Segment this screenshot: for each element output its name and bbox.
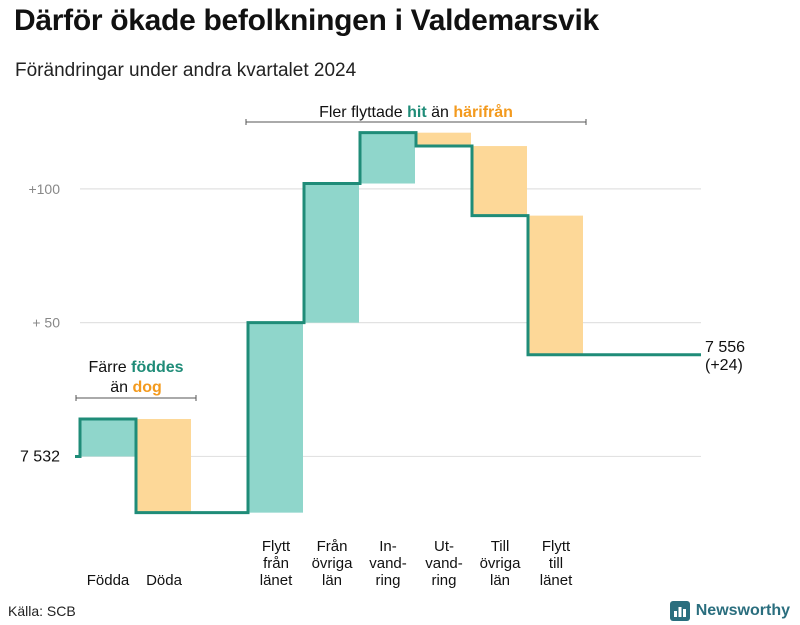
category-label-line: Döda: [146, 572, 183, 589]
annotation-hit-text: hit: [407, 104, 427, 121]
bar-fodda: [81, 418, 135, 457]
source-label: Källa: SCB: [8, 603, 76, 619]
chart-subtitle: Förändringar under andra kvartalet 2024: [15, 60, 357, 81]
category-label-fodda: Födda: [87, 572, 130, 589]
category-label-line: Flytt: [262, 538, 291, 555]
birth-death-annotation-line: än dog: [110, 379, 162, 396]
y-tick-label: +100: [28, 181, 60, 197]
category-label-line: till: [549, 555, 563, 572]
end-value-label: 7 556: [705, 339, 745, 356]
bar-invandring: [361, 132, 415, 184]
category-label-line: Flytt: [542, 538, 571, 555]
category-label-line: vand-: [369, 555, 407, 572]
category-label-doda: Döda: [146, 572, 183, 589]
annotation-plain-text: än: [110, 379, 132, 396]
category-label-flytt_fran_lanet: Flytt från länet: [260, 538, 293, 589]
bar-chart-icon: [669, 601, 690, 621]
annotation-plain-text: Färre: [88, 359, 131, 376]
brand-name: Newsworthy: [695, 602, 790, 619]
migration-annotation-line: Fler flyttade hit än härifrån: [319, 103, 513, 121]
y-tick-label: + 50: [32, 315, 60, 331]
bar-doda: [137, 418, 191, 513]
bar-layer: [81, 132, 583, 513]
annotation-plain-text: Fler flyttade: [319, 104, 407, 121]
birth-death-annotation-line: Färre föddes: [88, 359, 183, 376]
grid-layer: + 50 +100: [28, 181, 701, 458]
brand-logo[interactable]: Newsworthy: [669, 601, 790, 621]
bar-flytt_till_lanet: [529, 215, 583, 355]
category-label-line: Från: [317, 538, 348, 555]
category-label-line: från: [263, 555, 289, 572]
category-label-fran_ovriga_lan: Från övriga län: [312, 538, 354, 589]
category-label-line: ring: [375, 572, 400, 589]
bar-till_ovriga_lan: [473, 146, 527, 216]
category-label-line: ring: [431, 572, 456, 589]
start-value-label: 7 532: [20, 448, 60, 465]
category-label-line: län: [322, 572, 342, 589]
annotation-hit-text: föddes: [131, 359, 184, 376]
category-label-line: Födda: [87, 572, 130, 589]
category-label-till_ovriga_lan: Till övriga län: [480, 538, 522, 589]
annotation-harifran-text: härifrån: [453, 103, 513, 121]
category-label-line: In-: [379, 538, 397, 555]
category-label-line: övriga: [480, 555, 522, 572]
annotation-harifran-text: dog: [132, 379, 161, 396]
category-label-line: länet: [260, 572, 293, 589]
category-label-line: Till: [491, 538, 510, 555]
chart-title: Därför ökade befolkningen i Valdemarsvik: [14, 4, 599, 37]
bar-fran_ovriga_lan: [305, 183, 359, 323]
category-label-line: län: [490, 572, 510, 589]
category-label-line: länet: [540, 572, 573, 589]
annotation-layer: Färre föddes än dog Fler flyttade hit än h…: [75, 103, 587, 401]
bar-flytt_fran_lanet: [249, 322, 303, 513]
category-label-line: vand-: [425, 555, 463, 572]
step-line-layer: [75, 131, 701, 515]
annotation-plain-text: än: [427, 104, 454, 121]
bar-utvandring: [417, 132, 471, 147]
end-change-label: (+24): [705, 357, 743, 374]
category-label-line: övriga: [312, 555, 354, 572]
category-label-invandring: In-vand-ring: [369, 538, 407, 589]
category-label-line: Ut-: [434, 538, 454, 555]
category-label-utvandring: Ut-vand-ring: [425, 538, 463, 589]
step-line: [75, 131, 701, 515]
category-label-flytt_till_lanet: Flytt till länet: [540, 538, 573, 589]
